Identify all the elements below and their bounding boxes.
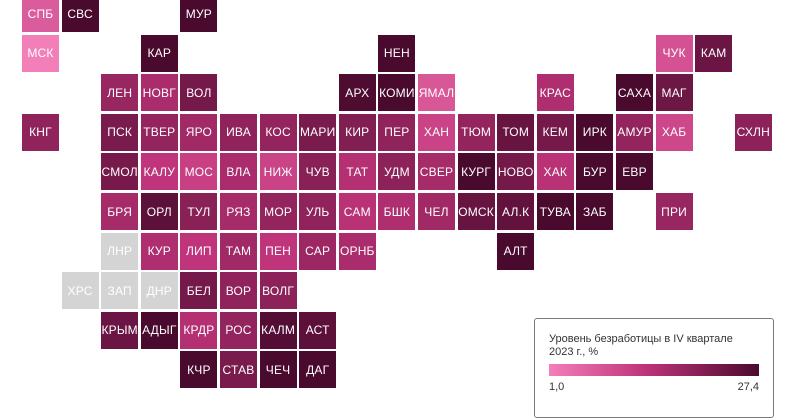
- legend-min-label: 1,0: [549, 381, 565, 393]
- region-tile-вол[interactable]: ВОЛ: [180, 74, 218, 112]
- region-tile-свс[interactable]: СВС: [61, 0, 99, 32]
- region-tile-лип[interactable]: ЛИП: [180, 232, 218, 270]
- region-tile-арх[interactable]: АРХ: [338, 74, 376, 112]
- region-tile-пск[interactable]: ПСК: [101, 113, 139, 151]
- region-tile-ямал[interactable]: ЯМАЛ: [418, 74, 455, 112]
- region-tile-хрс[interactable]: ХРС: [61, 272, 99, 310]
- region-tile-пер[interactable]: ПЕР: [378, 113, 416, 151]
- region-tile-удм[interactable]: УДМ: [378, 153, 416, 191]
- region-tile-map: СПБ СВС МУР МСК КАР НЕН ЧУК КАМ ЛЕН НОВГ ВОЛ АРХ КОМ…: [22, 0, 772, 389]
- region-tile-бур[interactable]: БУР: [576, 153, 614, 191]
- region-tile-лен[interactable]: ЛЕН: [101, 74, 139, 112]
- legend-gradient-bar: [549, 364, 759, 376]
- region-tile-кем[interactable]: КЕМ: [536, 113, 574, 151]
- region-tile-адыг[interactable]: АДЫГ: [140, 311, 178, 349]
- region-tile-чув[interactable]: ЧУВ: [299, 153, 337, 191]
- region-tile-днр[interactable]: ДНР: [140, 272, 178, 310]
- region-tile-вор[interactable]: ВОР: [220, 272, 257, 310]
- region-tile-новг[interactable]: НОВГ: [140, 74, 178, 112]
- region-tile-бел[interactable]: БЕЛ: [180, 272, 218, 310]
- region-tile-орнб[interactable]: ОРНБ: [338, 232, 376, 270]
- region-tile-чеч[interactable]: ЧЕЧ: [259, 351, 297, 389]
- region-tile-саха[interactable]: САХА: [616, 74, 653, 112]
- region-tile-заб[interactable]: ЗАБ: [576, 193, 614, 230]
- region-tile-спб[interactable]: СПБ: [22, 0, 59, 32]
- region-tile-коми[interactable]: КОМИ: [378, 74, 416, 112]
- region-tile-зап[interactable]: ЗАП: [101, 272, 139, 310]
- color-legend: Уровень безработицы в IV квартале 2023 г…: [534, 318, 774, 418]
- region-tile-волг[interactable]: ВОЛГ: [259, 272, 297, 310]
- region-tile-хак[interactable]: ХАК: [536, 153, 574, 191]
- region-tile-сам[interactable]: САМ: [338, 193, 376, 230]
- region-tile-аст[interactable]: АСТ: [299, 311, 337, 349]
- region-tile-уль[interactable]: УЛЬ: [299, 193, 337, 230]
- region-tile-кур[interactable]: КУР: [140, 232, 178, 270]
- region-tile-крас[interactable]: КРАС: [536, 74, 574, 112]
- region-tile-кчр[interactable]: КЧР: [180, 351, 218, 389]
- region-tile-мос[interactable]: МОС: [180, 153, 218, 191]
- region-tile-кам[interactable]: КАМ: [695, 34, 733, 72]
- region-tile-ряз[interactable]: РЯЗ: [220, 193, 257, 230]
- region-tile-тюм[interactable]: ТЮМ: [457, 113, 495, 151]
- region-tile-схлн[interactable]: СХЛН: [734, 113, 772, 151]
- region-tile-хан[interactable]: ХАН: [418, 113, 455, 151]
- region-tile-орл[interactable]: ОРЛ: [140, 193, 178, 230]
- legend-max-label: 27,4: [737, 381, 759, 393]
- region-tile-мор[interactable]: МОР: [259, 193, 297, 230]
- region-tile-рос[interactable]: РОС: [220, 311, 257, 349]
- region-tile-даг[interactable]: ДАГ: [299, 351, 337, 389]
- region-tile-евр[interactable]: ЕВР: [616, 153, 653, 191]
- region-tile-при[interactable]: ПРИ: [655, 193, 693, 230]
- region-tile-алт[interactable]: АЛТ: [497, 232, 535, 270]
- region-tile-тат[interactable]: ТАТ: [338, 153, 376, 191]
- region-tile-яро[interactable]: ЯРО: [180, 113, 218, 151]
- region-tile-калу[interactable]: КАЛУ: [140, 153, 178, 191]
- region-tile-том[interactable]: ТОМ: [497, 113, 535, 151]
- region-tile-тул[interactable]: ТУЛ: [180, 193, 218, 230]
- region-tile-тува[interactable]: ТУВА: [536, 193, 574, 230]
- legend-title: Уровень безработицы в IV квартале 2023 г…: [549, 333, 733, 358]
- region-tile-крдр[interactable]: КРДР: [180, 311, 218, 349]
- region-tile-смол[interactable]: СМОЛ: [101, 153, 139, 191]
- region-tile-ново[interactable]: НОВО: [497, 153, 535, 191]
- region-tile-мари[interactable]: МАРИ: [299, 113, 337, 151]
- region-tile-мск[interactable]: МСК: [22, 34, 59, 72]
- region-tile-кар[interactable]: КАР: [140, 34, 178, 72]
- region-tile-мур[interactable]: МУР: [180, 0, 218, 32]
- region-tile-бшк[interactable]: БШК: [378, 193, 416, 230]
- region-tile-свер[interactable]: СВЕР: [418, 153, 455, 191]
- region-tile-чук[interactable]: ЧУК: [655, 34, 693, 72]
- region-tile-кос[interactable]: КОС: [259, 113, 297, 151]
- region-tile-крым[interactable]: КРЫМ: [101, 311, 139, 349]
- region-tile-кнг[interactable]: КНГ: [22, 113, 59, 151]
- region-tile-омск[interactable]: ОМСК: [457, 193, 495, 230]
- region-tile-бря[interactable]: БРЯ: [101, 193, 139, 230]
- region-tile-алк[interactable]: АЛ.К: [497, 193, 535, 230]
- region-tile-став[interactable]: СТАВ: [220, 351, 257, 389]
- region-tile-амур[interactable]: АМУР: [616, 113, 653, 151]
- region-tile-ива[interactable]: ИВА: [220, 113, 257, 151]
- region-tile-сар[interactable]: САР: [299, 232, 337, 270]
- region-tile-нен[interactable]: НЕН: [378, 34, 416, 72]
- region-tile-твер[interactable]: ТВЕР: [140, 113, 178, 151]
- region-tile-пен[interactable]: ПЕН: [259, 232, 297, 270]
- region-tile-чел[interactable]: ЧЕЛ: [418, 193, 455, 230]
- region-tile-кург[interactable]: КУРГ: [457, 153, 495, 191]
- region-tile-лнр[interactable]: ЛНР: [101, 232, 139, 270]
- region-tile-хаб[interactable]: ХАБ: [655, 113, 693, 151]
- region-tile-калм[interactable]: КАЛМ: [259, 311, 297, 349]
- region-tile-кир[interactable]: КИР: [338, 113, 376, 151]
- region-tile-вла[interactable]: ВЛА: [220, 153, 257, 191]
- region-tile-там[interactable]: ТАМ: [220, 232, 257, 270]
- region-tile-ниж[interactable]: НИЖ: [259, 153, 297, 191]
- region-tile-ирк[interactable]: ИРК: [576, 113, 614, 151]
- region-tile-маг[interactable]: МАГ: [655, 74, 693, 112]
